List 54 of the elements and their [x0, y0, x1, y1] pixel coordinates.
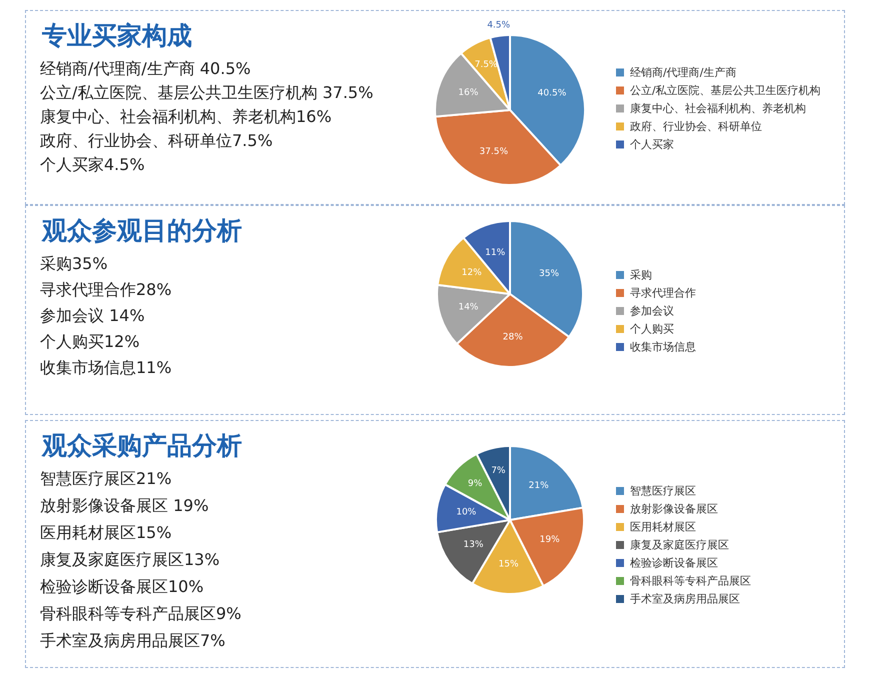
data-label: 9%: [468, 478, 483, 489]
text: 采购35%: [40, 254, 108, 275]
text: 检验诊断设备展区10%: [40, 577, 204, 598]
legend-label: 寻求代理合作: [630, 286, 696, 300]
data-label: 11%: [485, 248, 506, 258]
text: 参加会议 14%: [40, 306, 145, 327]
data-label: 40.5%: [538, 88, 567, 99]
data-label: 12%: [462, 268, 482, 278]
legend-label: 个人购买: [630, 322, 674, 336]
data-label: 37.5%: [479, 146, 508, 157]
text: 智慧医疗展区21%: [40, 469, 172, 490]
data-label: 21%: [528, 481, 550, 492]
text: 专业买家构成: [42, 20, 192, 52]
text: 观众采购产品分析: [42, 430, 242, 462]
data-label: 14%: [458, 302, 479, 313]
legend-label: 收集市场信息: [630, 340, 696, 354]
data-label: 28%: [502, 332, 524, 343]
data-label: 4.5%: [487, 20, 511, 30]
legend-label: 参加会议: [630, 304, 674, 318]
data-label: 16%: [458, 88, 479, 98]
data-label: 13%: [463, 540, 484, 550]
text: 康复中心、社会福利机构、养老机构16%: [40, 107, 332, 128]
text: 骨科眼科等专科产品展区9%: [40, 604, 242, 625]
data-label: 7.5%: [474, 60, 498, 70]
text: 公立/私立医院、基层公共卫生医疗机构 37.5%: [40, 83, 374, 104]
legend-label: 政府、行业协会、科研单位: [630, 120, 762, 133]
legend-label: 检验诊断设备展区: [630, 556, 718, 570]
data-label: 15%: [498, 559, 519, 570]
legend-label: 采购: [630, 268, 652, 282]
data-label: 10%: [456, 508, 477, 518]
text: 政府、行业协会、科研单位7.5%: [40, 131, 273, 152]
legend-label: 骨科眼科等专科产品展区: [630, 574, 751, 588]
legend-label: 康复中心、社会福利机构、养老机构: [630, 102, 806, 115]
text: 放射影像设备展区 19%: [40, 496, 209, 517]
legend-label: 公立/私立医院、基层公共卫生医疗机构: [630, 84, 821, 97]
text: 收集市场信息11%: [40, 358, 172, 379]
legend-label: 个人买家: [630, 138, 674, 151]
text: 观众参观目的分析: [42, 215, 242, 247]
data-label: 7%: [491, 466, 506, 476]
legend-label: 智慧医疗展区: [630, 484, 696, 498]
text: 经销商/代理商/生产商 40.5%: [40, 59, 251, 80]
legend-label: 放射影像设备展区: [630, 502, 718, 516]
legend-label: 经销商/代理商/生产商: [630, 66, 736, 79]
data-label: 35%: [539, 269, 560, 280]
legend-label: 康复及家庭医疗展区: [630, 538, 729, 552]
text: 医用耗材展区15%: [40, 523, 172, 544]
legend-label: 医用耗材展区: [630, 520, 696, 534]
legend-label: 手术室及病房用品展区: [630, 592, 740, 606]
data-label: 19%: [540, 535, 560, 546]
text: 个人买家4.5%: [40, 155, 145, 176]
text: 手术室及病房用品展区7%: [40, 631, 226, 652]
text: 寻求代理合作28%: [40, 280, 172, 301]
text: 个人购买12%: [40, 332, 140, 353]
text: 康复及家庭医疗展区13%: [40, 550, 220, 571]
